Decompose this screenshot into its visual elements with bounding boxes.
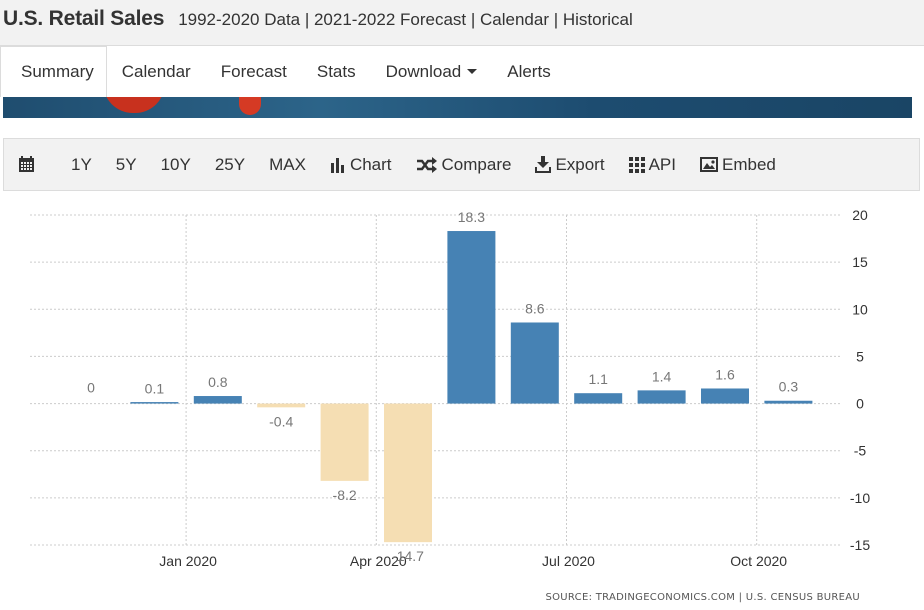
- tab-alerts-label: Alerts: [507, 61, 551, 81]
- api-button[interactable]: API: [617, 139, 688, 190]
- data-label: 0.3: [779, 379, 799, 395]
- bar: [384, 403, 432, 543]
- tab-summary-label: Summary: [21, 62, 94, 81]
- tab-download[interactable]: Download: [371, 46, 493, 97]
- chart-toolbar: 1Y 5Y 10Y 25Y MAX Chart Compare Export: [3, 138, 920, 191]
- tab-summary[interactable]: Summary: [0, 46, 107, 97]
- y-tick-label: -5: [854, 443, 867, 459]
- tab-calendar-label: Calendar: [121, 61, 191, 81]
- compare-button[interactable]: Compare: [404, 139, 524, 190]
- banner-image: [3, 97, 912, 118]
- embed-button[interactable]: Embed: [688, 139, 788, 190]
- range-25y-button[interactable]: 25Y: [203, 139, 257, 190]
- page-header: U.S. Retail Sales 1992-2020 Data | 2021-…: [0, 0, 924, 46]
- tab-stats-label: Stats: [316, 61, 356, 81]
- range-25y-label: 25Y: [214, 154, 246, 174]
- banner-shape: [239, 97, 261, 115]
- tab-calendar[interactable]: Calendar: [107, 46, 206, 97]
- y-tick-label: 20: [852, 207, 868, 223]
- caret-down-icon: [467, 69, 478, 74]
- y-tick-label: 10: [852, 301, 868, 317]
- api-button-label: API: [648, 154, 676, 174]
- header-links[interactable]: 1992-2020 Data | 2021-2022 Forecast | Ca…: [178, 10, 633, 29]
- chart-source: SOURCE: TRADINGECONOMICS.COM | U.S. CENS…: [545, 592, 860, 603]
- export-button-label: Export: [555, 154, 605, 174]
- image-icon: [699, 157, 718, 172]
- nav-tabs: Summary Calendar Forecast Stats Download…: [0, 46, 924, 97]
- chart-button-label: Chart: [349, 154, 392, 174]
- x-tick-label: Jan 2020: [159, 553, 217, 569]
- bar: [574, 393, 623, 404]
- bar-chart-icon: [330, 157, 344, 173]
- data-label: 0.8: [208, 374, 228, 390]
- bar: [130, 402, 179, 404]
- y-tick-label: -10: [850, 490, 870, 506]
- bar: [637, 390, 686, 404]
- x-tick-label: Apr 2020: [350, 553, 407, 569]
- bar: [447, 231, 496, 404]
- tab-stats[interactable]: Stats: [302, 46, 371, 97]
- data-label: -14.7: [392, 548, 424, 564]
- bar: [701, 388, 749, 404]
- range-5y-label: 5Y: [115, 154, 137, 174]
- range-max-label: MAX: [269, 154, 306, 174]
- range-max-button[interactable]: MAX: [257, 139, 318, 190]
- embed-button-label: Embed: [721, 154, 776, 174]
- data-label: 0: [87, 380, 95, 396]
- bar: [193, 396, 242, 404]
- banner-shape: [103, 97, 165, 113]
- range-10y-button[interactable]: 10Y: [149, 139, 203, 190]
- bar: [764, 400, 813, 404]
- calendar-icon: [19, 156, 34, 172]
- bar: [257, 403, 306, 408]
- data-label: 18.3: [458, 209, 485, 225]
- data-label: 0.1: [145, 381, 165, 397]
- tab-forecast-label: Forecast: [220, 61, 287, 81]
- y-tick-label: 15: [852, 254, 868, 270]
- bar: [320, 403, 369, 481]
- data-label: 1.1: [588, 371, 608, 387]
- range-1y-button[interactable]: 1Y: [59, 139, 104, 190]
- chart-svg: 20 15 10 5 0 -5 -10 -15 Jan 2020 Apr 2020 Jul 2020…: [30, 207, 870, 569]
- shuffle-icon: [416, 156, 437, 173]
- tab-download-label: Download: [385, 61, 462, 81]
- export-button[interactable]: Export: [523, 139, 616, 190]
- x-tick-label: Oct 2020: [730, 553, 787, 569]
- compare-button-label: Compare: [441, 154, 512, 174]
- y-tick-label: -15: [850, 537, 870, 553]
- range-10y-label: 10Y: [160, 154, 191, 174]
- page-title: U.S. Retail Sales: [3, 7, 165, 30]
- download-icon: [535, 156, 552, 173]
- range-1y-label: 1Y: [71, 154, 92, 174]
- y-tick-label: 0: [856, 396, 864, 412]
- calendar-button[interactable]: [4, 139, 59, 190]
- retail-sales-chart: 20 15 10 5 0 -5 -10 -15 Jan 2020 Apr 2020 Jul 2020…: [0, 192, 924, 610]
- y-tick-label: 5: [856, 348, 864, 364]
- bar: [510, 322, 559, 404]
- tab-alerts[interactable]: Alerts: [492, 46, 565, 97]
- x-tick-label: Jul 2020: [542, 553, 595, 569]
- tab-forecast[interactable]: Forecast: [206, 46, 302, 97]
- data-label: 8.6: [525, 300, 545, 316]
- grid-icon: [628, 156, 645, 173]
- data-label: -0.4: [269, 413, 293, 429]
- range-5y-button[interactable]: 5Y: [104, 139, 149, 190]
- data-label: -8.2: [333, 487, 357, 503]
- data-label: 1.6: [715, 366, 735, 382]
- data-label: 1.4: [652, 368, 672, 384]
- chart-button[interactable]: Chart: [318, 139, 404, 190]
